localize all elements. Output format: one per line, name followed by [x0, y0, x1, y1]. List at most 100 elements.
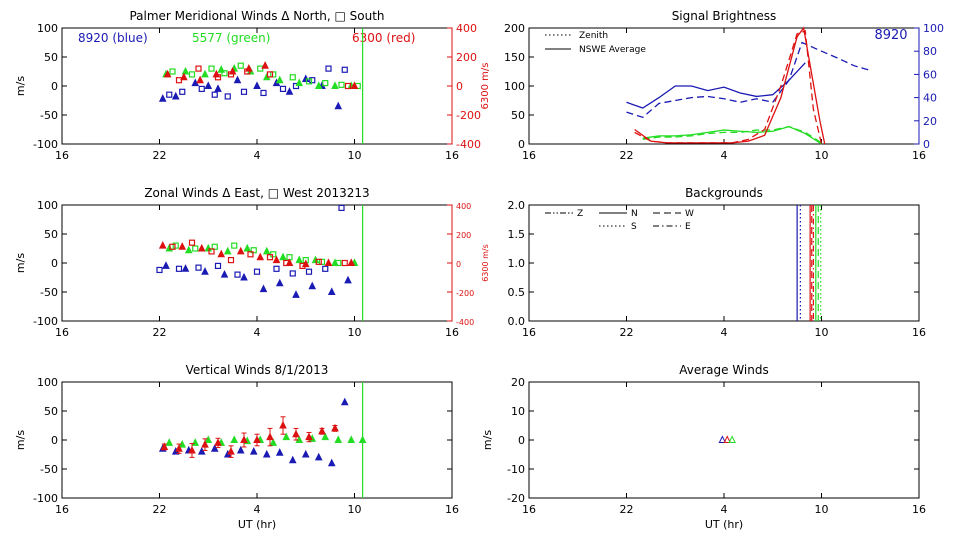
data-point-square	[322, 79, 329, 87]
data-point-triangle	[233, 75, 242, 84]
data-point-triangle	[220, 269, 229, 278]
data-point-square	[240, 88, 248, 95]
data-point-square	[338, 204, 345, 211]
data-point-triangle	[308, 281, 317, 290]
right-y-tick-label: -200	[456, 289, 474, 298]
x-axis-label: UT (hr)	[705, 518, 743, 531]
x-tick-label: 10	[815, 503, 829, 516]
y-tick-label: -20	[507, 492, 525, 505]
data-point-triangle	[196, 75, 204, 84]
legend-label: N	[631, 209, 638, 219]
y-tick-label: 100	[37, 22, 58, 35]
data-point-square	[195, 264, 202, 271]
annotation-label: 8920 (blue)	[78, 31, 148, 45]
y-tick-label: 1.5	[508, 228, 526, 241]
data-point-triangle	[158, 240, 167, 249]
right-y-tick-label: 80	[923, 45, 937, 58]
data-point-triangle	[171, 91, 180, 100]
chart-meridional: Palmer Meridional Winds Δ North, □ South…	[14, 9, 491, 162]
data-point-square	[335, 259, 342, 267]
right-axis-label: 6300 m/s	[481, 244, 490, 282]
right-y-tick-label: 100	[923, 22, 944, 35]
data-point-triangle	[318, 426, 326, 435]
data-point-triangle	[165, 438, 174, 446]
data-point-square	[305, 78, 313, 85]
data-point-triangle	[210, 444, 219, 452]
data-point-square	[309, 77, 316, 84]
x-tick-label: 16	[55, 326, 69, 339]
data-point-triangle	[301, 449, 310, 458]
legend-label: Z	[577, 209, 583, 219]
data-point-square	[188, 71, 196, 78]
data-point-triangle	[295, 78, 304, 87]
data-point-triangle	[163, 69, 172, 78]
legend-label: Zenith	[579, 31, 608, 41]
data-point-triangle	[188, 445, 196, 454]
right-y-tick-label: 60	[923, 68, 937, 81]
y-axis-label: m/s	[14, 253, 27, 273]
data-point-square	[169, 68, 176, 75]
data-point-triangle	[217, 249, 226, 258]
data-point-triangle	[321, 432, 330, 441]
x-tick-label: 16	[445, 326, 459, 339]
data-point-triangle	[181, 66, 190, 75]
data-point-triangle	[253, 435, 261, 443]
data-point-triangle	[249, 446, 258, 455]
data-point-square	[322, 265, 329, 272]
data-point-square	[289, 74, 296, 81]
data-point-square	[338, 81, 345, 88]
chart-title: Zonal Winds Δ East, □ West 2013213	[144, 186, 369, 200]
y-tick-label: 10	[511, 405, 525, 418]
data-point-square	[341, 66, 348, 73]
legend-label: E	[685, 222, 691, 232]
data-point-square	[273, 265, 280, 272]
data-point-triangle	[314, 81, 323, 89]
data-point-triangle	[253, 81, 261, 89]
data-point-triangle	[214, 438, 222, 446]
x-tick-label: 10	[348, 149, 362, 162]
data-point-square	[325, 65, 332, 72]
y-tick-label: 20	[511, 376, 525, 389]
data-point-triangle	[324, 258, 333, 266]
data-point-square	[266, 254, 274, 261]
y-tick-label: 100	[37, 199, 58, 212]
x-tick-label: 22	[153, 326, 167, 339]
series-line	[634, 30, 823, 145]
data-point-square	[195, 65, 202, 72]
data-point-square	[208, 65, 215, 72]
x-tick-label: 22	[153, 503, 167, 516]
x-tick-label: 4	[721, 503, 728, 516]
x-tick-label: 16	[55, 503, 69, 516]
data-point-square	[305, 268, 313, 275]
data-point-triangle	[340, 397, 349, 406]
data-point-triangle	[334, 101, 343, 110]
annotation-label: 8920	[874, 28, 907, 43]
data-point-square	[315, 258, 322, 265]
data-point-square	[279, 85, 287, 93]
right-y-tick-label: 0	[923, 138, 930, 151]
data-point-square	[244, 68, 251, 75]
y-axis-label: m/s	[14, 430, 27, 450]
data-point-triangle	[334, 435, 343, 443]
data-point-triangle	[181, 264, 190, 272]
data-point-triangle	[214, 84, 222, 92]
data-point-square	[318, 258, 326, 265]
data-point-square	[208, 248, 215, 255]
data-point-triangle	[197, 243, 206, 252]
y-tick-label: 1.0	[508, 257, 526, 270]
data-point-triangle	[288, 455, 297, 464]
y-tick-label: 2.0	[508, 199, 526, 212]
y-tick-label: 150	[504, 51, 525, 64]
data-point-triangle	[204, 81, 213, 89]
data-point-triangle	[158, 94, 167, 102]
data-point-triangle	[175, 444, 183, 452]
data-point-triangle	[347, 258, 356, 266]
y-tick-label: 0	[518, 434, 525, 447]
data-point-triangle	[223, 246, 232, 255]
right-y-tick-label: -200	[456, 109, 481, 122]
data-point-square	[166, 91, 173, 98]
data-point-triangle	[217, 65, 226, 73]
data-point-triangle	[230, 435, 239, 443]
